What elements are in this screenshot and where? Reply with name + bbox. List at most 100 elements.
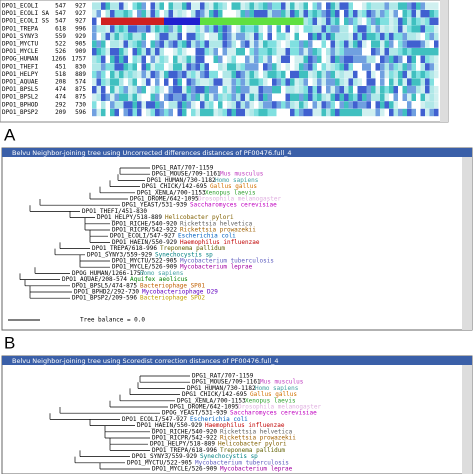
residue [312, 25, 317, 33]
residue [236, 101, 241, 109]
residue [294, 25, 299, 33]
residue [119, 32, 124, 41]
residue [285, 78, 290, 86]
residue [389, 55, 394, 63]
residue [110, 86, 115, 94]
residue [110, 32, 115, 41]
residue [416, 40, 421, 48]
residue [366, 17, 371, 25]
residue [272, 86, 277, 94]
residue [272, 55, 277, 63]
residue [312, 10, 317, 18]
residue [168, 10, 173, 18]
residue [344, 17, 349, 25]
residue [276, 48, 281, 56]
residue [204, 108, 209, 117]
residue [254, 93, 259, 101]
residue [308, 101, 313, 109]
residue [245, 63, 250, 71]
residue [393, 2, 398, 10]
residue [411, 40, 416, 48]
residue [308, 78, 313, 86]
residue [384, 101, 389, 109]
residue [285, 70, 290, 79]
residue [357, 70, 362, 79]
residue [249, 40, 254, 48]
residue [146, 10, 151, 18]
residue [375, 70, 380, 79]
leaf-name: DPO1_HAEIN/550-929 [137, 422, 202, 429]
residue [177, 25, 182, 33]
residue [209, 70, 214, 79]
residue [222, 108, 227, 117]
residue [330, 48, 335, 56]
residue [303, 32, 308, 41]
residue [366, 86, 371, 94]
residue [209, 93, 214, 101]
residue [267, 17, 272, 25]
residue [303, 48, 308, 56]
residue [344, 55, 349, 63]
residue [164, 101, 169, 109]
residue [317, 101, 322, 109]
residue [281, 78, 286, 86]
residue [240, 78, 245, 86]
leaf-name: DPG1_RAT/707-1159 [152, 165, 214, 172]
residue [191, 63, 196, 71]
residue [416, 86, 421, 94]
residue [420, 48, 425, 56]
residue [141, 86, 146, 94]
residue [429, 86, 434, 94]
residue [357, 40, 362, 48]
residue [263, 10, 268, 18]
residue [200, 78, 205, 86]
residue [114, 70, 119, 79]
residue [393, 63, 398, 71]
residue [290, 40, 295, 48]
residue [330, 32, 335, 41]
leaf-name: DPO1_RICHE/540-920 [112, 220, 177, 227]
residue [236, 32, 241, 41]
residue [110, 93, 115, 101]
residue [137, 2, 142, 10]
residue [164, 2, 169, 10]
residue [362, 48, 367, 56]
residue [330, 86, 335, 94]
residue [141, 40, 146, 48]
row-name: DPO1_MYCTU [2, 41, 39, 48]
residue [146, 93, 151, 101]
residue [308, 48, 313, 56]
residue [114, 10, 119, 18]
residue [416, 32, 421, 41]
residue [191, 40, 196, 48]
residue [155, 17, 160, 25]
residue [92, 63, 97, 71]
residue [321, 78, 326, 86]
residue [159, 55, 164, 63]
residue [227, 25, 232, 33]
residue [335, 17, 340, 25]
row-name: DPO1_TREPA [2, 25, 39, 32]
residue [263, 70, 268, 79]
residue [366, 63, 371, 71]
leaf-species: Gallus gallus [210, 183, 257, 190]
residue [168, 40, 173, 48]
residue [218, 32, 223, 41]
leaf-name: DPO1_MYCTU/522-905 [112, 258, 177, 265]
residue [236, 70, 241, 79]
residue [398, 17, 403, 25]
residue [137, 48, 142, 56]
residue [245, 70, 250, 79]
residue [186, 108, 191, 117]
residue [294, 17, 299, 25]
residue [330, 17, 335, 25]
residue [411, 17, 416, 25]
residue [434, 101, 439, 109]
residue [236, 63, 241, 71]
residue [362, 55, 367, 63]
residue [267, 25, 272, 33]
residue [110, 40, 115, 48]
residue [200, 101, 205, 109]
residue [263, 2, 268, 10]
leaf-name: DPO1_ECOLI/547-927 [122, 416, 187, 423]
